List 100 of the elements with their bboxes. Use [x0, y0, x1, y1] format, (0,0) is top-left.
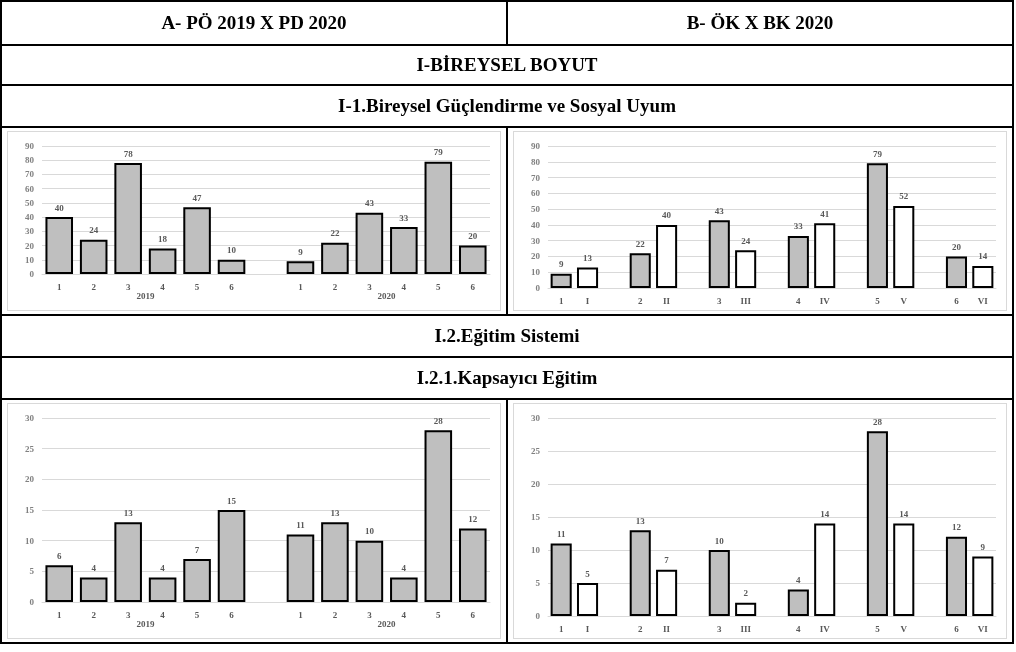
bar [735, 250, 757, 288]
bar [866, 163, 888, 288]
chart-title: B- ÖK X BK 2020 [507, 1, 1013, 45]
data-label: 12 [468, 513, 478, 524]
bar [217, 259, 246, 274]
data-label: 52 [899, 191, 909, 202]
x-tick-label: 5 [436, 281, 442, 292]
x-tick-label: II [663, 623, 671, 634]
bar [576, 267, 599, 288]
bar [321, 522, 349, 602]
y-tick-label: 70 [25, 169, 35, 180]
data-label: 20 [951, 241, 962, 252]
x-tick-label: 4 [160, 281, 166, 292]
x-tick-label: 5 [875, 623, 881, 634]
data-label: 14 [978, 251, 988, 262]
bar [114, 522, 142, 602]
bar [148, 248, 177, 274]
data-label: 4 [160, 562, 166, 573]
bar [629, 253, 651, 288]
bar [217, 510, 246, 602]
x-tick-label: 4 [796, 623, 802, 634]
y-tick-label: 30 [25, 226, 35, 237]
bar [787, 235, 809, 288]
x-tick-label: III [740, 295, 752, 306]
y-tick-label: 15 [531, 512, 541, 522]
y-tick-label: 0 [29, 269, 35, 279]
chart-subtitle: I.2.Eğitim Sistemi [1, 315, 1013, 357]
x-tick-label: 6 [229, 609, 235, 620]
y-tick-label: 10 [25, 254, 35, 265]
y-tick-label: 0 [535, 283, 541, 293]
x-tick-label: 4 [401, 281, 407, 292]
x-tick-label: 6 [229, 281, 235, 292]
bar [183, 559, 211, 602]
bar [424, 161, 453, 274]
y-tick-label: 10 [531, 545, 541, 555]
y-tick-label: 25 [531, 446, 541, 456]
bar [355, 212, 384, 274]
data-label: 79 [433, 147, 444, 158]
y-tick-label: 5 [535, 578, 541, 588]
y-tick-label: 0 [535, 611, 541, 621]
bar [708, 220, 730, 288]
text: 2020 [377, 619, 397, 629]
x-tick-label: 2 [637, 623, 643, 634]
x-tick-label: 2 [637, 295, 643, 306]
x-tick-label: 1 [298, 609, 304, 620]
data-label: 33 [793, 221, 804, 232]
y-tick-label: 60 [25, 183, 35, 194]
x-tick-label: 4 [796, 295, 802, 306]
x-tick-label: 3 [367, 609, 373, 620]
data-label: 40 [54, 202, 65, 213]
data-label: 10 [714, 535, 725, 546]
data-label: 7 [194, 544, 200, 555]
bar [424, 430, 453, 602]
data-label: 13 [123, 507, 134, 518]
y-tick-label: 20 [25, 474, 35, 485]
data-label: 43 [364, 198, 375, 209]
x-tick-label: IV [819, 623, 831, 634]
x-tick-label: 2 [91, 609, 97, 620]
y-tick-label: 10 [531, 267, 541, 278]
x-tick-label: 4 [160, 609, 166, 620]
x-tick-label: 2 [91, 281, 97, 292]
data-label: 24 [89, 225, 99, 236]
y-tick-label: 70 [531, 172, 541, 183]
data-label: 28 [433, 415, 444, 426]
y-tick-label: 5 [29, 566, 35, 577]
bar [550, 543, 572, 616]
data-label: 33 [399, 212, 409, 223]
data-label: 9 [558, 259, 564, 270]
x-tick-label: 6 [470, 609, 476, 620]
x-tick-label: 2 [332, 281, 338, 292]
data-label: 47 [192, 192, 203, 203]
y-tick-label: 50 [531, 204, 541, 215]
data-label: 11 [556, 528, 566, 539]
x-tick-label: 6 [954, 295, 960, 306]
data-label: 7 [664, 555, 670, 566]
x-tick-label: 1 [298, 281, 304, 292]
x-tick-label: VI [977, 623, 989, 634]
bar [458, 528, 487, 602]
data-label: 78 [123, 148, 134, 159]
data-label: 12 [951, 522, 962, 533]
chart-title: A- PÖ 2019 X PD 2020 [1, 1, 507, 45]
x-tick-label: VI [977, 295, 989, 306]
data-label: 9 [980, 542, 986, 553]
y-tick-label: 30 [531, 413, 541, 423]
x-tick-label: II [663, 295, 671, 306]
y-tick-label: 30 [25, 413, 35, 423]
x-tick-label: 3 [125, 609, 131, 620]
bar [79, 577, 108, 602]
bar [321, 242, 349, 274]
y-tick-label: 80 [25, 155, 35, 166]
data-label: 13 [583, 252, 593, 263]
bar [114, 163, 142, 274]
x-tick-label: I [585, 295, 590, 306]
x-tick-label: 1 [56, 281, 62, 292]
data-label: 11 [296, 520, 306, 531]
data-label: 10 [364, 526, 375, 537]
x-tick-label: III [740, 623, 752, 634]
bar [286, 534, 315, 602]
y-tick-label: 40 [25, 212, 35, 223]
bar [458, 245, 487, 274]
